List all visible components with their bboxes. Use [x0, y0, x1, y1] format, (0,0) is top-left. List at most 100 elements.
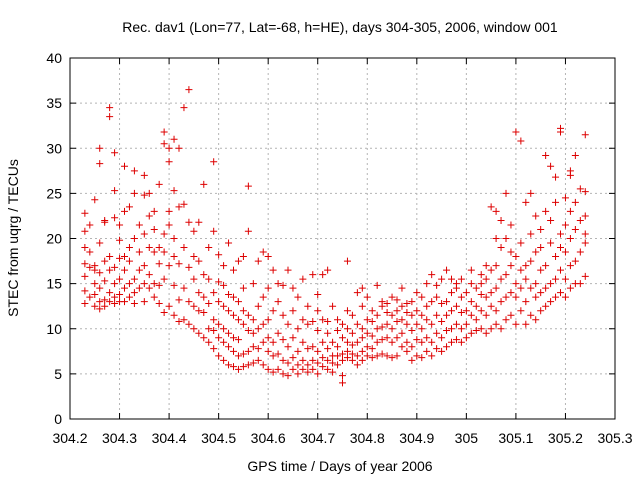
data-point	[254, 345, 262, 353]
data-point	[492, 207, 500, 215]
x-tick-label: 304.6	[251, 430, 286, 446]
data-point	[537, 225, 545, 233]
data-point	[106, 289, 114, 297]
data-point	[552, 275, 560, 283]
data-point	[363, 316, 371, 324]
x-tick-label: 304.4	[152, 430, 187, 446]
data-point	[552, 173, 560, 181]
data-point	[561, 194, 569, 202]
data-point	[418, 293, 426, 301]
data-point	[547, 298, 555, 306]
data-point	[121, 266, 128, 274]
data-point	[452, 336, 460, 344]
data-point	[249, 316, 257, 324]
data-point	[195, 329, 203, 337]
data-point	[264, 316, 272, 324]
data-point	[111, 299, 119, 307]
data-point	[428, 338, 436, 346]
y-axis-label: STEC from uqrg / TECUs	[5, 159, 21, 317]
y-tick-label: 20	[46, 231, 62, 247]
data-point	[571, 225, 579, 233]
data-point	[368, 307, 376, 315]
data-point	[507, 248, 515, 256]
data-point	[339, 334, 346, 342]
data-point	[403, 299, 411, 307]
data-point	[244, 347, 252, 355]
data-point	[165, 144, 173, 152]
data-point	[363, 343, 371, 351]
data-point	[244, 361, 252, 369]
data-point	[561, 248, 569, 256]
data-point	[408, 327, 416, 335]
data-point	[482, 311, 490, 319]
data-point	[443, 298, 451, 306]
data-point	[195, 289, 203, 297]
data-point	[532, 293, 540, 301]
data-point	[428, 320, 436, 328]
data-point	[125, 293, 133, 301]
data-point	[239, 284, 247, 292]
data-point	[259, 293, 267, 301]
data-point	[279, 336, 287, 344]
data-point	[269, 307, 277, 315]
data-point	[557, 244, 564, 252]
data-point	[259, 361, 267, 369]
data-point	[81, 244, 89, 252]
data-point	[160, 248, 168, 256]
data-point	[244, 227, 252, 235]
data-point	[220, 262, 228, 270]
data-point	[561, 293, 569, 301]
data-point	[482, 262, 490, 270]
data-point	[225, 307, 233, 315]
data-point	[220, 281, 228, 289]
data-point	[537, 307, 545, 315]
data-point	[130, 275, 138, 283]
data-point	[418, 354, 426, 362]
data-point	[160, 140, 168, 148]
x-tick-label: 304.8	[350, 430, 385, 446]
data-point	[433, 329, 441, 337]
data-point	[111, 293, 119, 301]
data-point	[378, 323, 386, 331]
data-point	[101, 216, 109, 224]
data-point	[155, 244, 163, 252]
data-point	[348, 341, 356, 349]
data-point	[175, 318, 183, 326]
x-tick-label: 304.2	[52, 430, 87, 446]
data-point	[547, 239, 555, 247]
data-point	[398, 316, 406, 324]
data-point	[170, 235, 178, 242]
data-point	[368, 318, 376, 326]
data-point	[502, 235, 510, 242]
data-point	[125, 257, 133, 265]
data-point	[443, 327, 451, 335]
data-point	[185, 298, 193, 306]
data-point	[190, 275, 198, 283]
data-point	[547, 162, 555, 170]
data-point	[542, 151, 550, 159]
data-point	[398, 302, 406, 310]
data-point	[130, 299, 138, 307]
data-point	[239, 363, 247, 371]
data-point	[561, 275, 569, 283]
data-point	[96, 144, 104, 152]
data-point	[487, 302, 495, 310]
data-point	[462, 334, 470, 342]
data-point	[279, 370, 287, 378]
data-point	[210, 316, 218, 324]
data-point	[413, 320, 421, 328]
data-point	[205, 338, 213, 346]
data-point	[135, 266, 143, 274]
data-point	[86, 293, 94, 301]
data-point	[576, 216, 584, 224]
data-point	[334, 361, 342, 369]
data-point	[165, 262, 173, 270]
data-point	[443, 311, 451, 319]
data-point	[408, 356, 416, 364]
data-point	[576, 248, 584, 256]
data-point	[467, 311, 475, 319]
data-point	[145, 271, 153, 279]
data-point	[581, 230, 589, 238]
data-point	[413, 336, 421, 344]
data-point	[487, 325, 495, 333]
